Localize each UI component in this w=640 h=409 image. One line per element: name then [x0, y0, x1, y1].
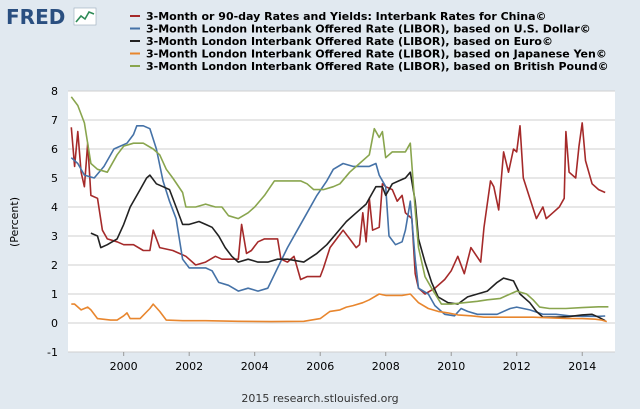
y-tick-label: 3: [51, 230, 58, 243]
legend-label: 3-Month London Interbank Offered Rate (L…: [146, 23, 591, 36]
x-tick-label: 2006: [306, 360, 334, 373]
legend-label: 3-Month London Interbank Offered Rate (L…: [146, 48, 607, 61]
series-line-1: [70, 125, 606, 318]
series-line-4: [70, 96, 609, 310]
series-line-2: [90, 171, 606, 322]
y-tick-label: 0: [51, 317, 58, 330]
y-tick-label: 2: [51, 259, 58, 272]
x-tick-label: 2008: [372, 360, 400, 373]
source-credit: 2015 research.stlouisfed.org: [241, 392, 398, 405]
y-tick-label: -1: [47, 346, 58, 359]
x-tick-label: 2014: [568, 360, 596, 373]
y-tick-label: 6: [51, 143, 58, 156]
legend-label: 3-Month London Interbank Offered Rate (L…: [146, 35, 553, 48]
y-axis-ticks: -1 0 1 2 3 4 5 6 7 8: [47, 85, 58, 359]
legend-label: 3-Month London Interbank Offered Rate (L…: [146, 60, 609, 73]
line-chart-icon: [73, 7, 97, 26]
y-tick-label: 8: [51, 85, 58, 98]
fred-logo: FRED: [6, 5, 97, 29]
legend-label: 3-Month or 90-day Rates and Yields: Inte…: [146, 10, 547, 23]
x-axis-ticks: 2000 2002 2004 2006 2008 2010 2012 2014: [110, 352, 596, 373]
series-line-0: [70, 122, 606, 295]
y-axis-label: (Percent): [8, 197, 21, 247]
series-line-3: [71, 293, 608, 323]
x-tick-label: 2012: [503, 360, 531, 373]
series-lines: [70, 96, 609, 323]
x-tick-label: 2000: [110, 360, 138, 373]
gridlines: [68, 90, 615, 353]
y-tick-label: 7: [51, 114, 58, 127]
y-tick-label: 5: [51, 172, 58, 185]
x-tick-label: 2010: [437, 360, 465, 373]
y-tick-label: 1: [51, 288, 58, 301]
legend: 3-Month or 90-day Rates and Yields: Inte…: [130, 10, 609, 73]
logo-text: FRED: [6, 5, 65, 29]
x-tick-label: 2004: [241, 360, 269, 373]
x-tick-label: 2002: [175, 360, 203, 373]
y-tick-label: 4: [51, 201, 58, 214]
